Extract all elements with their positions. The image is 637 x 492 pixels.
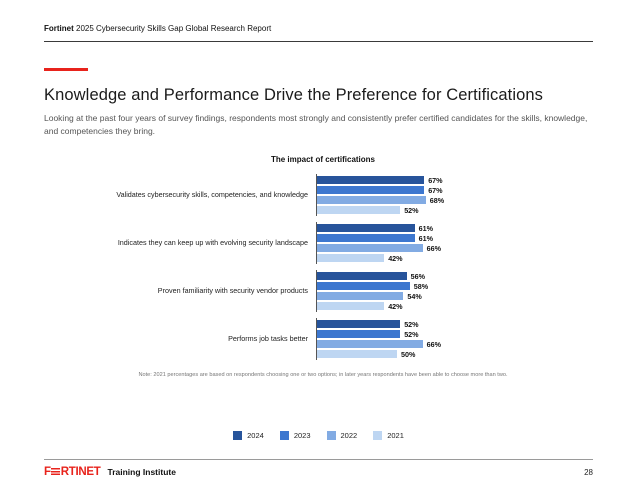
legend-label: 2024 [247,431,264,440]
bar-2023 [317,234,415,242]
bar-value: 68% [429,195,445,205]
bar-group: 56% 58% 54% 42% [316,270,558,312]
bar-value: 67% [428,185,443,195]
bar-value: 52% [404,319,419,329]
bar-line: 42% [317,301,558,311]
bar-line: 52% [317,319,558,329]
bar-2022 [317,292,404,300]
bar-line: 42% [317,253,558,263]
bar-value: 54% [407,291,422,301]
bar-line: 54% [317,291,558,301]
bar-2021 [317,206,401,214]
legend-item-2021: 2021 [373,431,404,440]
page-subtitle: Looking at the past four years of survey… [44,113,588,137]
footer-divider [44,459,593,460]
category-label: Validates cybersecurity skills, competen… [116,189,308,199]
chart-group: Performs job tasks better 52% 52% 66% 50% [88,318,558,360]
bar-line: 50% [317,349,558,359]
bar-value: 66% [426,243,441,253]
chart-group: Validates cybersecurity skills, competen… [88,174,558,216]
bar-group: 67% 67% 68% 52% [316,174,558,216]
chart-body: Validates cybersecurity skills, competen… [88,174,558,366]
legend-label: 2022 [340,431,358,440]
bar-2024 [317,272,407,280]
logo-text-prefix: F [44,466,51,478]
bar-2024 [317,320,401,328]
bar-value: 61% [418,233,433,243]
chart-legend: 2024 2023 2022 2021 [0,431,637,440]
bar-2024 [317,224,415,232]
bar-line: 66% [317,339,558,349]
legend-swatch-icon [373,431,383,440]
bar-line: 61% [317,233,558,243]
legend-label: 2021 [387,431,404,440]
category-label: Performs job tasks better [228,333,308,343]
legend-label: 2023 [293,431,311,440]
brand-name: Fortinet [44,24,74,33]
chart-group: Proven familiarity with security vendor … [88,270,558,312]
fortinet-logo: F RTINET [44,466,101,478]
page-number: 28 [584,467,593,477]
bar-2021 [317,254,385,262]
bar-value: 61% [418,223,433,233]
bar-chart: The impact of certifications Validates c… [88,155,558,378]
bar-line: 58% [317,281,558,291]
bar-2021 [317,302,385,310]
bar-value: 50% [401,349,416,359]
bar-value: 66% [426,339,441,349]
bar-line: 56% [317,271,558,281]
legend-item-2022: 2022 [326,431,358,440]
bar-line: 52% [317,329,558,339]
page-title: Knowledge and Performance Drive the Pref… [44,86,543,104]
category-label: Indicates they can keep up with evolving… [117,237,308,247]
bar-2022 [317,244,423,252]
legend-swatch-icon [279,431,289,440]
footer: F RTINET Training Institute 28 [44,466,593,478]
bar-line: 61% [317,223,558,233]
bar-value: 56% [410,271,425,281]
legend-swatch-icon [326,431,336,440]
bar-line: 68% [317,195,558,205]
bar-2023 [317,330,401,338]
category-label: Proven familiarity with security vendor … [157,285,308,295]
bar-line: 67% [317,175,558,185]
chart-note: Note: 2021 percentages are based on resp… [138,372,508,378]
report-header: Fortinet 2025 Cybersecurity Skills Gap G… [44,24,271,33]
bar-value: 52% [404,329,419,339]
legend-item-2024: 2024 [233,431,264,440]
footer-left: F RTINET Training Institute [44,466,176,478]
bar-2023 [317,282,410,290]
accent-dash [44,68,88,71]
bar-value: 67% [428,175,443,185]
bar-value: 42% [388,301,403,311]
footer-division: Training Institute [107,467,176,477]
chart-title: The impact of certifications [270,155,376,164]
bar-line: 66% [317,243,558,253]
header-divider [44,41,593,42]
chart-group: Indicates they can keep up with evolving… [88,222,558,264]
bar-line: 67% [317,185,558,195]
bar-group: 61% 61% 66% 42% [316,222,558,264]
fortinet-o-icon [51,468,61,476]
bar-line: 52% [317,205,558,215]
bar-2021 [317,350,397,358]
bar-group: 52% 52% 66% 50% [316,318,558,360]
logo-text-suffix: RTINET [60,466,101,478]
legend-item-2023: 2023 [279,431,311,440]
bar-2022 [317,340,423,348]
bar-2023 [317,186,425,194]
bar-value: 42% [388,253,403,263]
legend-swatch-icon [233,431,243,440]
bar-value: 52% [404,205,419,215]
bar-2024 [317,176,425,184]
bar-value: 58% [413,281,429,291]
bar-2022 [317,196,426,204]
report-title: 2025 Cybersecurity Skills Gap Global Res… [73,24,272,33]
